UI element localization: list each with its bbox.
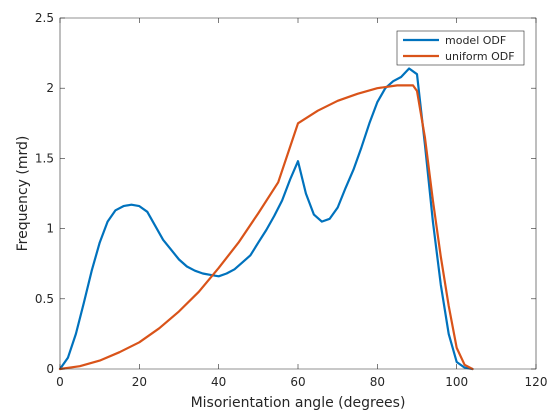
x-tick-label: 120	[525, 375, 548, 389]
series-line-model-odf	[58, 67, 474, 371]
x-tick-label: 0	[56, 375, 64, 389]
series-layer	[58, 67, 474, 371]
legend-label-model-odf: model ODF	[445, 34, 506, 47]
x-tick-label: 60	[290, 375, 305, 389]
y-tick-label: 0.5	[35, 292, 54, 306]
y-axis-title: Frequency (mrd)	[15, 136, 31, 252]
y-tick-label: 0	[46, 362, 54, 376]
y-axis: 0 0.5 1 1.5 2 2.5	[35, 11, 536, 376]
y-tick-label: 2	[46, 81, 54, 95]
x-tick-label: 20	[132, 375, 147, 389]
series-line-uniform-odf	[58, 84, 474, 371]
x-tick-label: 100	[445, 375, 468, 389]
x-tick-label: 40	[211, 375, 226, 389]
x-tick-label: 80	[370, 375, 385, 389]
y-tick-label: 2.5	[35, 11, 54, 25]
legend: model ODF uniform ODF	[396, 30, 525, 66]
plot-area	[60, 18, 536, 369]
x-axis: 0 20 40 60 80 100 120	[56, 18, 547, 389]
x-axis-title: Misorientation angle (degrees)	[191, 395, 406, 411]
y-tick-label: 1.5	[35, 151, 54, 165]
legend-label-uniform-odf: uniform ODF	[445, 50, 515, 63]
y-tick-label: 1	[46, 222, 54, 236]
legend-box	[396, 30, 525, 66]
